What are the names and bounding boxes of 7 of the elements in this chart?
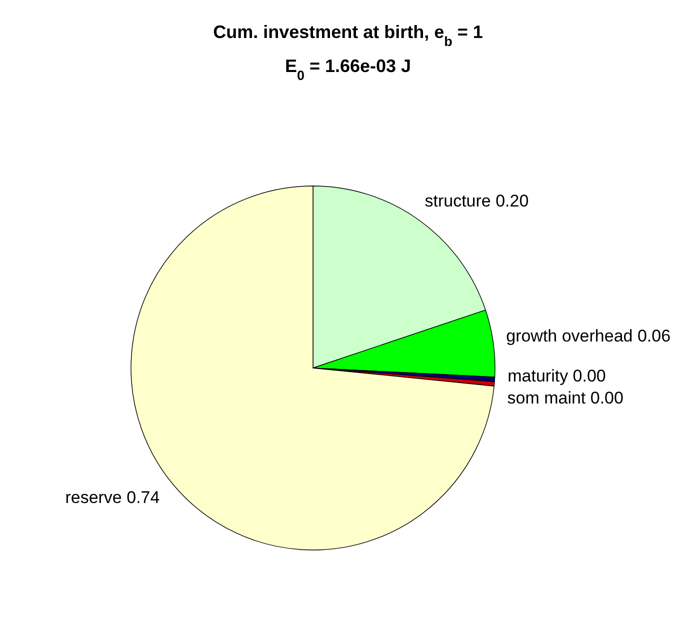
slice-label: growth overhead 0.06 — [506, 326, 671, 346]
slice-label: som maint 0.00 — [507, 388, 624, 408]
chart-title: Cum. investment at birth, e$_{b}$ = 1 — [213, 22, 483, 48]
slice-label: structure 0.20 — [424, 192, 529, 211]
slice-label: reserve 0.74 — [65, 488, 160, 508]
chart-subtitle: E$_{0}$ = 1.66e-03 J — [284, 56, 412, 82]
slice-label: maturity 0.00 — [508, 366, 606, 386]
